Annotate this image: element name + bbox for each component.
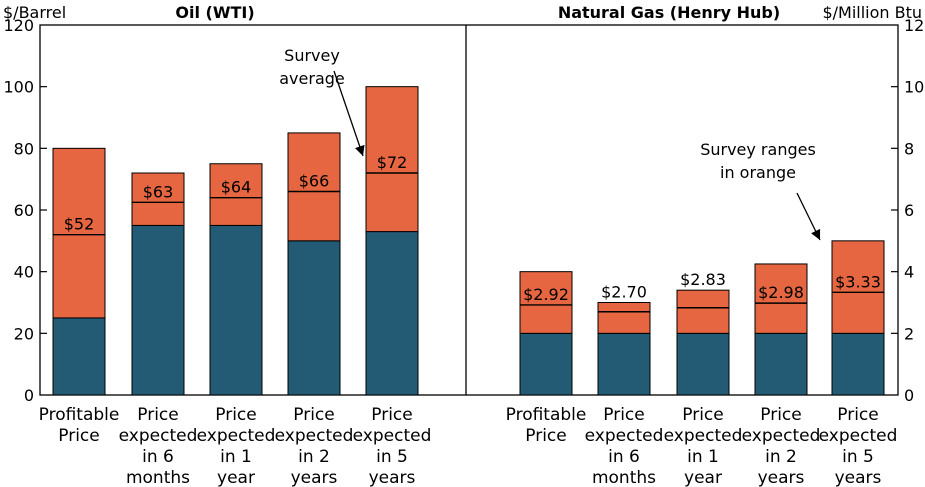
gas-average-label: $3.33	[835, 272, 881, 291]
gas-y-tick-label: 12	[904, 16, 924, 35]
oil-category-label: Price	[215, 405, 256, 425]
oil-category-label: expected	[119, 426, 198, 446]
gas-annotation-arrowhead	[811, 228, 821, 240]
oil-average-label: $63	[143, 182, 174, 201]
gas-category-label: months	[592, 468, 656, 487]
oil-y-tick-label: 0	[24, 386, 34, 405]
gas-bar-base	[754, 332, 808, 396]
gas-category-label: Profitable	[506, 405, 587, 425]
oil-bar-range	[131, 172, 185, 226]
gas-category-label: Price	[525, 426, 566, 446]
oil-category-label: in 5	[376, 447, 408, 467]
oil-average-label: $66	[299, 172, 330, 191]
oil-category-label: year	[217, 468, 255, 487]
gas-bar-base	[597, 332, 651, 396]
gas-unit-label: $/Million Btu	[822, 3, 922, 22]
oil-category-label: years	[291, 468, 338, 487]
oil-annotation-arrow	[333, 70, 364, 157]
oil-bar-base	[131, 224, 185, 396]
oil-y-tick-label: 100	[3, 78, 34, 97]
oil-annotation-text: average	[279, 69, 345, 88]
oil-y-tick-label: 80	[14, 139, 34, 158]
gas-bar-base	[676, 332, 730, 396]
oil-category-label: Price	[137, 405, 178, 425]
gas-category-label: Price	[603, 405, 644, 425]
oil-bar-range	[365, 86, 419, 233]
oil-y-tick-label: 20	[14, 324, 34, 343]
gas-annotation-text: Survey ranges	[700, 140, 816, 159]
oil-average-label: $64	[221, 178, 252, 197]
oil-annotation-text: Survey	[284, 46, 340, 65]
oil-category-label: Price	[371, 405, 412, 425]
oil-y-tick-label: 40	[14, 263, 34, 282]
gas-y-tick-label: 0	[904, 386, 914, 405]
gas-category-label: expected	[819, 426, 898, 446]
gas-bar-base	[519, 332, 573, 396]
oil-bar-base	[365, 231, 419, 396]
oil-category-label: expected	[275, 426, 354, 446]
oil-category-label: Profitable	[39, 405, 120, 425]
oil-average-label: $52	[64, 215, 95, 234]
gas-bar-base	[831, 332, 885, 396]
gas-y-tick-label: 2	[904, 324, 914, 343]
oil-annotation-arrowhead	[355, 144, 365, 156]
gas-category-label: expected	[742, 426, 821, 446]
gas-category-label: in 5	[842, 447, 874, 467]
gas-bar-range	[597, 302, 651, 334]
gas-y-tick-label: 6	[904, 201, 914, 220]
gas-y-tick-label: 10	[904, 78, 924, 97]
gas-category-label: years	[835, 468, 882, 487]
gas-average-label: $2.83	[680, 270, 726, 289]
gas-average-label: $2.92	[523, 285, 569, 304]
oil-category-label: in 1	[220, 447, 252, 467]
oil-category-label: months	[126, 468, 190, 487]
gas-category-label: expected	[585, 426, 664, 446]
gas-category-label: in 6	[608, 447, 640, 467]
oil-bar-range	[287, 132, 341, 242]
gas-average-label: $2.98	[758, 283, 804, 302]
gas-bar-range	[676, 289, 730, 334]
oil-bar-base	[287, 240, 341, 396]
oil-panel-title: Oil (WTI)	[175, 3, 254, 22]
oil-average-label: $72	[377, 153, 408, 172]
gas-y-tick-label: 4	[904, 263, 914, 282]
gas-bar-range	[831, 240, 885, 334]
oil-category-label: Price	[58, 426, 99, 446]
oil-y-tick-label: 60	[14, 201, 34, 220]
gas-category-label: years	[758, 468, 805, 487]
gas-category-label: expected	[664, 426, 743, 446]
oil-bar-base	[52, 317, 106, 396]
gas-annotation-text: in orange	[720, 163, 796, 182]
gas-category-label: Price	[682, 405, 723, 425]
oil-bar-range	[209, 163, 263, 226]
gas-category-label: in 2	[765, 447, 797, 467]
oil-category-label: in 6	[142, 447, 174, 467]
oil-category-label: Price	[293, 405, 334, 425]
gas-category-label: Price	[837, 405, 878, 425]
oil-category-label: expected	[197, 426, 276, 446]
oil-unit-label: $/Barrel	[3, 3, 66, 22]
gas-category-label: year	[684, 468, 722, 487]
gas-bar-range	[754, 263, 808, 334]
oil-category-label: expected	[353, 426, 432, 446]
gas-y-tick-label: 8	[904, 139, 914, 158]
gas-category-label: in 1	[687, 447, 719, 467]
gas-bar-range	[519, 271, 573, 334]
gas-average-label: $2.70	[601, 283, 647, 302]
gas-category-label: Price	[760, 405, 801, 425]
gas-panel-title: Natural Gas (Henry Hub)	[558, 3, 780, 22]
oil-category-label: years	[369, 468, 416, 487]
oil-category-label: in 2	[298, 447, 330, 467]
oil-bar-range	[52, 147, 106, 319]
oil-y-tick-label: 120	[3, 16, 34, 35]
oil-bar-base	[209, 224, 263, 396]
